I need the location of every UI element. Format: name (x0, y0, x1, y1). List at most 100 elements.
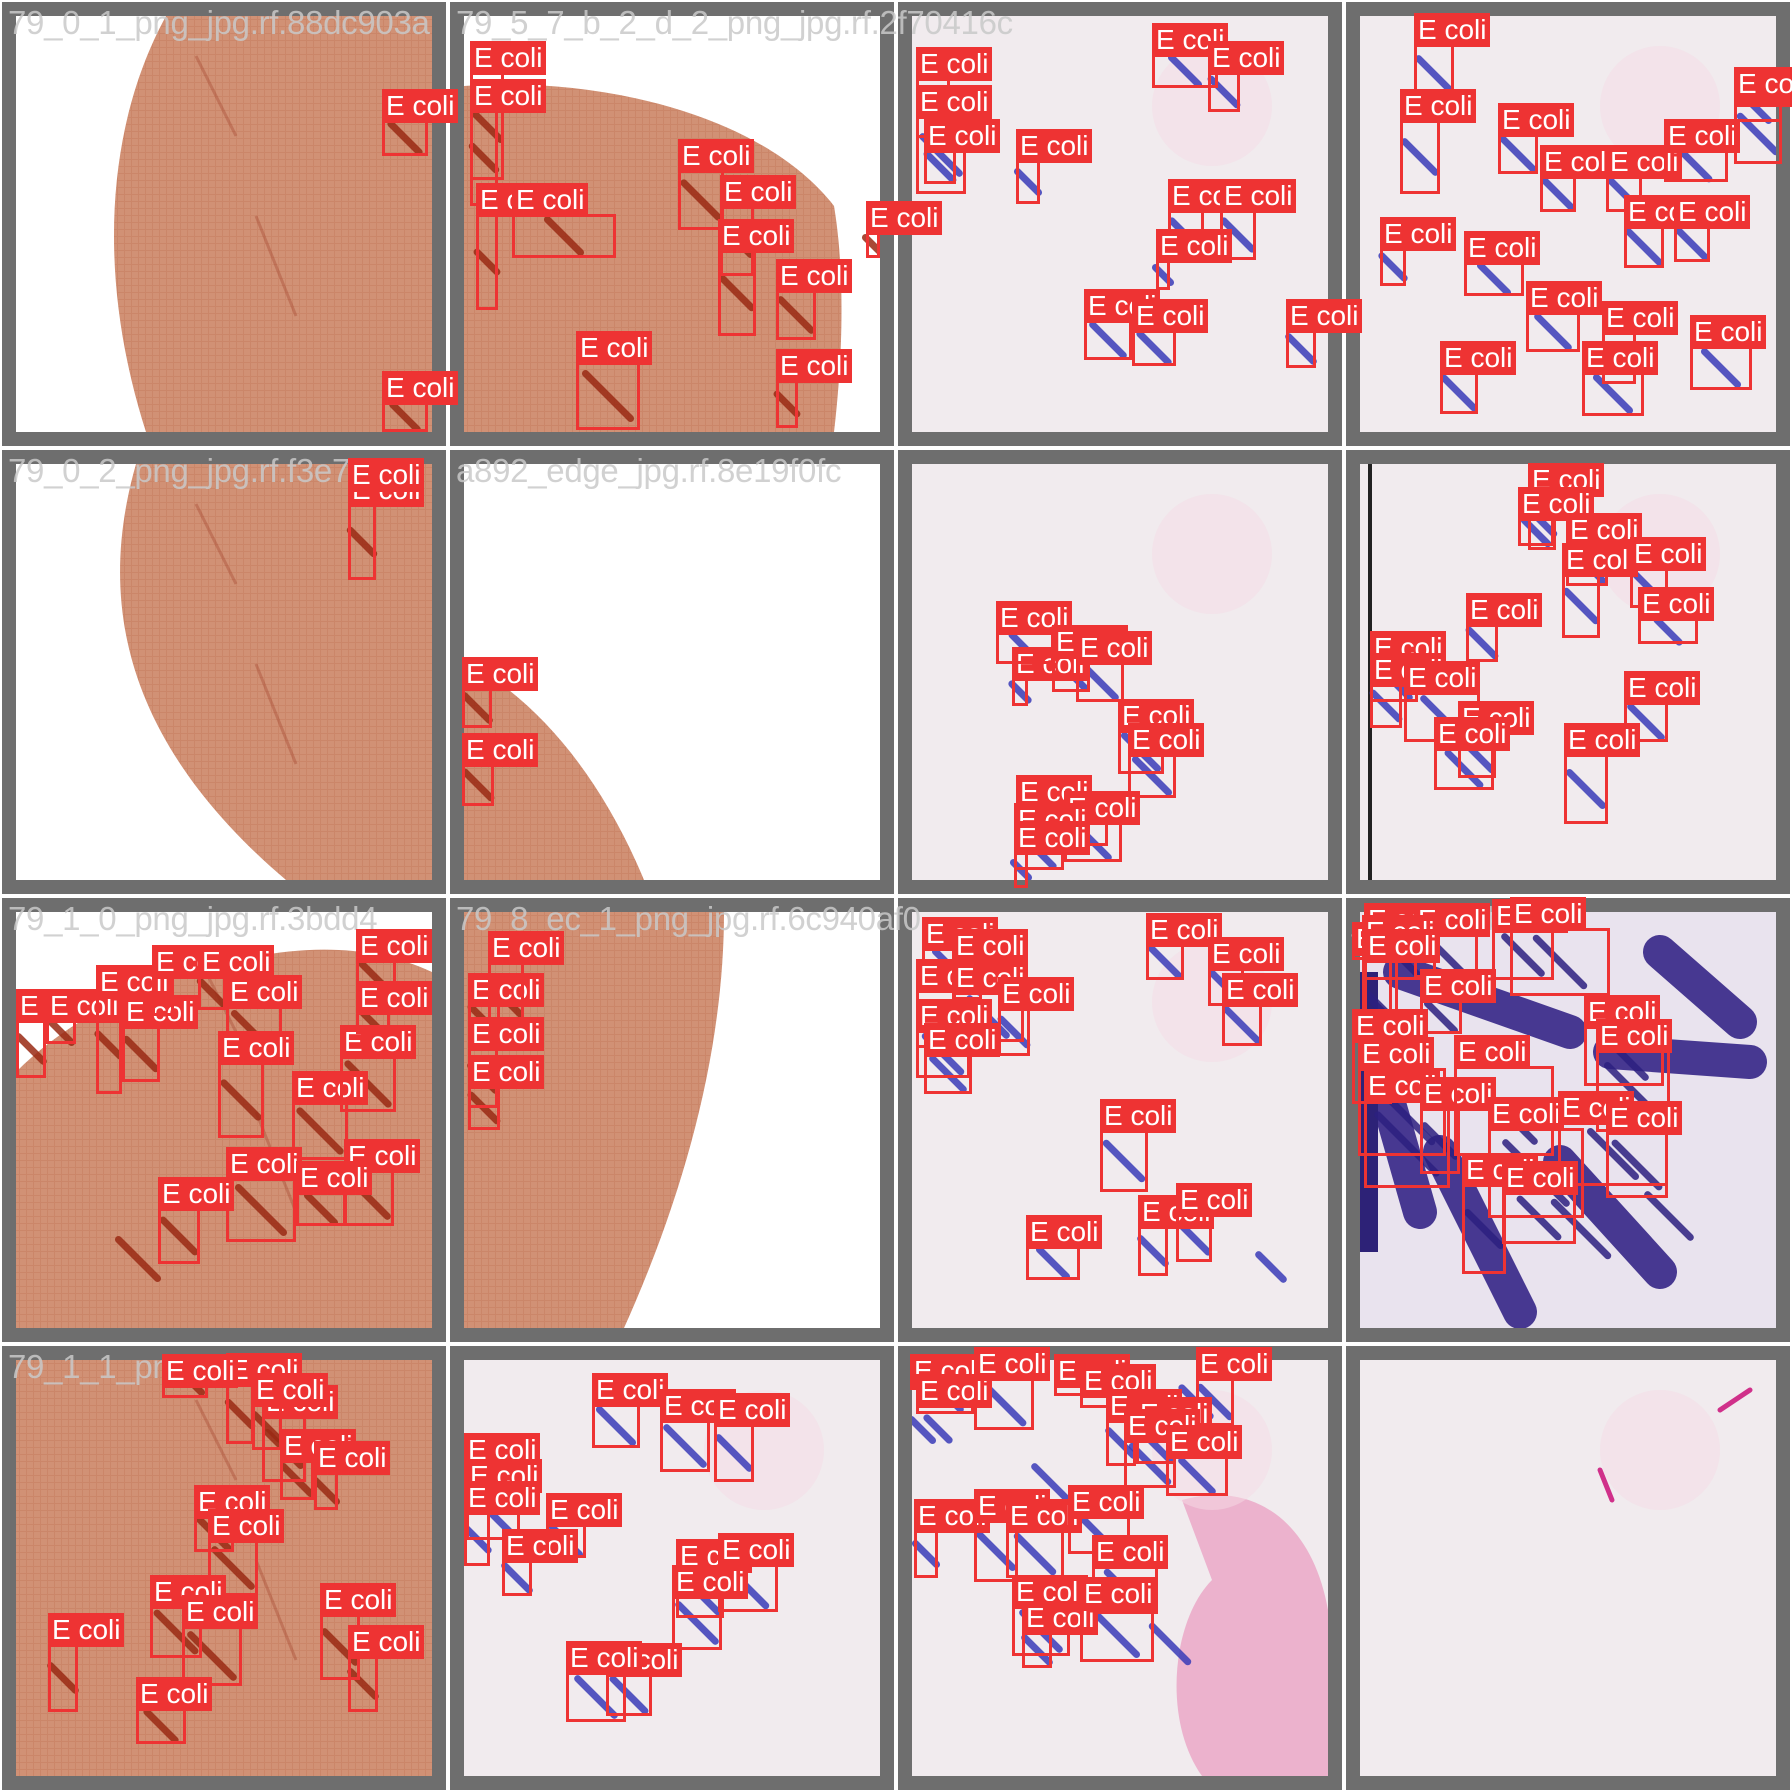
detection-label: E coli (136, 1677, 213, 1711)
detection-label: E coli (1420, 1077, 1497, 1111)
detection-label: E coli (1076, 631, 1153, 665)
detection-overlay: E coli E coli E coli E coli (448, 896, 896, 1344)
detection-label: E coli (866, 201, 943, 235)
detection-label: E coli (1016, 129, 1093, 163)
detection-box: E coli (512, 183, 616, 258)
detection-label: E coli (1454, 1035, 1531, 1069)
detection-label: E coli (356, 981, 433, 1015)
detection-box: E coli (1014, 821, 1091, 888)
detection-label: E coli (1734, 67, 1792, 101)
detection-box: E coli (672, 1565, 749, 1650)
detection-label: E coli (1414, 13, 1491, 47)
detection-box: E coli (924, 119, 1001, 184)
detection-label: E coli (512, 183, 589, 217)
detection-label: E coli (996, 601, 1073, 635)
detection-box: E coli (1166, 1425, 1243, 1496)
detection-label: E coli (468, 1017, 545, 1051)
detection-label: E coli (1488, 1097, 1565, 1131)
detection-label: E coli (1602, 301, 1679, 335)
detection-box: E coli (476, 183, 553, 310)
detection-box: E coli (1022, 1601, 1099, 1668)
detection-box: E coli (1498, 103, 1575, 174)
detection-label: E coli (678, 139, 755, 173)
detection-label: E coli (1156, 229, 1233, 263)
detection-box: E coli (208, 1509, 285, 1596)
detection-box: E coli (1370, 653, 1447, 728)
detection-box: E coli (162, 1354, 239, 1398)
detection-label: E coli (1208, 41, 1285, 75)
detection-box: E coli (1420, 969, 1497, 1034)
detection-label: E coli (718, 219, 795, 253)
detection-label: E coli (1606, 1101, 1683, 1135)
detection-label: E coli (1132, 299, 1209, 333)
detection-label: E coli (1364, 929, 1441, 963)
detection-box: E coli (1420, 1077, 1497, 1174)
detection-box: E coli (320, 1583, 397, 1680)
detection-box: E coli (1358, 1037, 1446, 1156)
detection-box: E coli (1128, 723, 1205, 798)
detection-box: E coli (1674, 195, 1751, 262)
detection-box: E coli (1208, 41, 1285, 112)
detection-box: E coli (1510, 897, 1610, 996)
detection-box: E coli (1562, 543, 1639, 638)
detection-box: E coli (46, 989, 123, 1044)
detection-overlay (1344, 1344, 1792, 1792)
detection-box: E coli (470, 41, 547, 180)
detection-box: E coli (502, 1529, 579, 1596)
detection-box: E coli (96, 965, 173, 1094)
detection-box: E coli (382, 89, 459, 156)
detection-label: E coli (1630, 537, 1707, 571)
detection-label: E coli (916, 47, 993, 81)
detection-label: E coli (158, 1177, 235, 1211)
detection-label: E coli (576, 331, 653, 365)
micrograph (464, 464, 880, 880)
detection-label: E coli (1564, 723, 1641, 757)
detection-label: E coli (1176, 1183, 1253, 1217)
detection-label: E coli (1380, 217, 1457, 251)
detection-label: E coli (1440, 341, 1517, 375)
detection-label: E coli (464, 1481, 541, 1515)
detection-label: E coli (1404, 661, 1481, 695)
detection-box: E coli (158, 1177, 235, 1264)
detection-box: E coli (1146, 913, 1223, 980)
detection-box: E coli (488, 931, 565, 1038)
detection-box: E coli (1138, 1195, 1215, 1276)
detection-label: E coli (1100, 1099, 1177, 1133)
detection-box: E coli (546, 1493, 623, 1558)
detection-label: E coli (462, 733, 539, 767)
detection-box: E coli (866, 201, 943, 258)
detection-box: E coli (1526, 281, 1603, 352)
detection-label: E coli (198, 945, 275, 979)
micrograph-image (912, 464, 1328, 880)
detection-box: E coli (356, 929, 433, 996)
micrograph-image (16, 16, 432, 432)
detection-box: E coli (718, 219, 795, 336)
mosaic-tile: a892_edge_jpg.rf.8e19f0fc E coli E coli (448, 448, 896, 896)
detection-box: E coli (462, 733, 539, 806)
detection-label: E coli (1068, 1485, 1145, 1519)
detection-label: E coli (348, 1625, 425, 1659)
detection-box: E coli (1488, 1097, 1584, 1218)
detection-label: E coli (1014, 821, 1091, 855)
detection-label: E coli (1566, 513, 1643, 547)
detection-box: E coli (348, 1625, 425, 1712)
detection-label: E coli (468, 973, 545, 1007)
detection-label: E coli (340, 1025, 417, 1059)
detection-box: E coli (974, 1347, 1051, 1430)
detection-label: E coli (1146, 913, 1223, 947)
detection-label: E coli (1624, 671, 1701, 705)
detection-label: E coli (952, 929, 1029, 963)
detection-box: E coli (16, 989, 93, 1078)
detection-box: E coli (660, 1389, 737, 1472)
